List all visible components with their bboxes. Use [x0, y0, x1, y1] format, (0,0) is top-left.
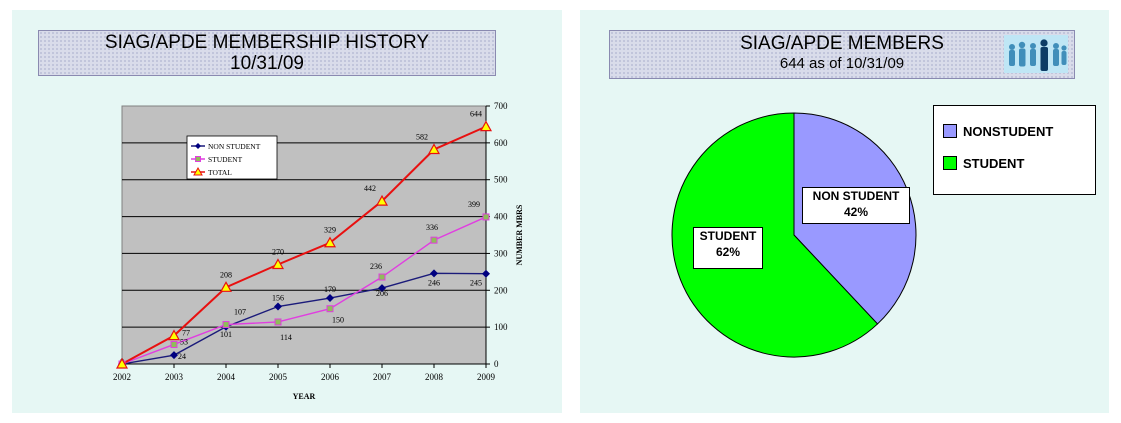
- legend-swatch-nonstudent: [943, 124, 957, 138]
- point-total: [427, 143, 441, 155]
- legend-label-total: TOTAL: [208, 168, 232, 177]
- data-label-total: 582: [416, 132, 428, 141]
- data-label-non-student: 206: [376, 289, 388, 298]
- pie-label-student-name: STUDENT: [699, 229, 757, 243]
- pie-label-student: STUDENT 62%: [693, 227, 763, 269]
- history-title: SIAG/APDE MEMBERSHIP HISTORY: [104, 32, 430, 53]
- legend-label-student: STUDENT: [208, 155, 243, 164]
- legend-swatch-student: [943, 156, 957, 170]
- legend-label-non-student: NON STUDENT: [208, 142, 261, 151]
- x-tick-label: 2008: [425, 372, 444, 382]
- pie-label-nonstudent-name: NON STUDENT: [812, 189, 900, 203]
- data-label-student: 107: [234, 308, 246, 317]
- series-line-non-student: [121, 272, 487, 365]
- data-label-total: 644: [470, 110, 482, 119]
- point-student: [378, 273, 386, 281]
- history-title-banner: SIAG/APDE MEMBERSHIP HISTORY 10/31/09: [38, 30, 496, 76]
- y-axis-label: NUMBER MBRS: [515, 204, 524, 265]
- y-tick-label: 200: [494, 285, 508, 295]
- membership-history-panel: SIAG/APDE MEMBERSHIP HISTORY 10/31/09 0 1…: [12, 10, 562, 413]
- x-tick-label: 2003: [165, 372, 184, 382]
- x-tick-label: 2004: [217, 372, 236, 382]
- series-line-total: [121, 125, 487, 365]
- series-line-student: [121, 216, 487, 365]
- data-label-student: 150: [332, 316, 344, 325]
- y-tick-label: 400: [494, 212, 508, 222]
- data-label-student: 399: [468, 200, 480, 209]
- data-label-student: 336: [426, 223, 438, 232]
- point-total: [167, 329, 181, 341]
- data-label-non-student: 24: [178, 352, 186, 361]
- point-non-student: [326, 294, 334, 303]
- members-title: SIAG/APDE MEMBERS: [740, 33, 944, 54]
- legend-item-student: STUDENT: [943, 155, 1025, 171]
- x-tick-label: 2009: [477, 372, 496, 382]
- point-non-student: [274, 302, 282, 311]
- legend-marker-total: [193, 166, 203, 176]
- legend-item-nonstudent: NONSTUDENT: [943, 123, 1054, 139]
- point-student: [430, 236, 438, 244]
- x-tick-label: 2005: [269, 372, 288, 382]
- data-label-total: 77: [182, 329, 190, 338]
- point-student: [482, 213, 490, 221]
- y-tick-label: 100: [494, 322, 508, 332]
- data-label-student: 114: [280, 333, 292, 342]
- data-label-non-student: 179: [324, 285, 336, 294]
- data-label-non-student: 245: [470, 279, 482, 288]
- pie-label-nonstudent-percent: 42%: [843, 205, 869, 219]
- y-tick-label: 300: [494, 248, 508, 258]
- data-label-non-student: 156: [272, 294, 284, 303]
- point-non-student: [430, 269, 438, 278]
- pie-legend: NONSTUDENT STUDENT: [933, 105, 1096, 195]
- members-count: 644 as of 10/31/09: [779, 55, 905, 72]
- y-tick-label: 0: [494, 359, 499, 369]
- legend-marker-student: [195, 156, 201, 162]
- legend-label-nonstudent: NONSTUDENT: [963, 123, 1054, 139]
- point-total: [479, 120, 493, 132]
- members-panel: SIAG/APDE MEMBERS 644 as of 10/31/09 NON…: [580, 10, 1109, 413]
- plot-area: [121, 105, 487, 365]
- point-total: [323, 236, 337, 248]
- point-non-student: [170, 351, 178, 360]
- data-label-student: 236: [370, 262, 382, 271]
- people-silhouettes-icon: [1004, 35, 1068, 73]
- data-label-total: 442: [364, 184, 376, 193]
- point-total: [271, 258, 285, 270]
- point-total: [219, 281, 233, 292]
- data-label-total: 270: [272, 247, 284, 256]
- point-non-student: [378, 284, 386, 293]
- pie-label-student-percent: 62%: [715, 245, 741, 259]
- x-tick-label: 2007: [373, 372, 392, 382]
- point-student: [222, 321, 230, 329]
- data-label-total: 208: [220, 270, 232, 279]
- point-total: [375, 194, 389, 206]
- point-total: [115, 357, 129, 369]
- data-label-non-student: 246: [428, 278, 440, 287]
- point-student: [170, 340, 178, 348]
- x-tick-label: 2002: [113, 372, 131, 382]
- point-student: [326, 305, 334, 313]
- x-axis-label: YEAR: [293, 392, 316, 401]
- x-tick-label: 2006: [321, 372, 340, 382]
- data-label-non-student: 101: [220, 330, 232, 339]
- legend-marker-non-student: [195, 143, 201, 149]
- y-tick-label: 700: [494, 101, 508, 111]
- legend-label-student: STUDENT: [963, 155, 1025, 171]
- data-label-student: 53: [180, 337, 188, 346]
- pie-label-nonstudent: NON STUDENT 42%: [802, 187, 910, 224]
- point-non-student: [482, 269, 490, 278]
- membership-line-chart: 0 100 200 300 400 500 600 700 2002 2003 2004 2005 20…: [113, 101, 524, 401]
- point-student: [274, 318, 282, 326]
- y-tick-label: 500: [494, 175, 508, 185]
- y-tick-label: 600: [494, 138, 508, 148]
- pie-slice-student: [671, 112, 879, 358]
- line-chart-legend: NON STUDENT STUDENT TOTAL: [186, 135, 278, 180]
- data-label-total: 329: [324, 226, 336, 235]
- members-title-banner: SIAG/APDE MEMBERS 644 as of 10/31/09: [609, 30, 1075, 79]
- history-date: 10/31/09: [230, 53, 304, 74]
